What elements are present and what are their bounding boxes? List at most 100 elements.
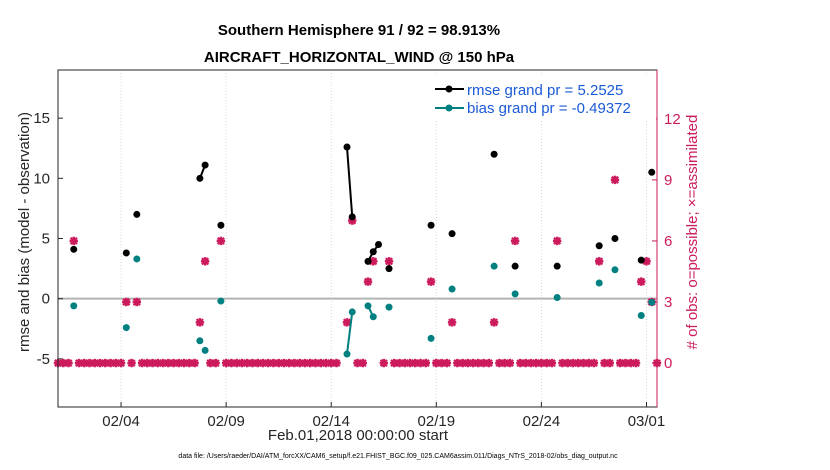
obs-count-marker [447, 318, 457, 327]
obs-zero-marker [631, 358, 641, 368]
rmse-point [201, 161, 209, 169]
bias-point [196, 337, 204, 345]
y-axis-right: 0 3 6 9 12 [652, 111, 681, 372]
obs-count-marker [610, 175, 620, 185]
obs-count-marker [132, 297, 142, 307]
rmse-point [364, 257, 372, 265]
legend-bias-label: bias grand pr = -0.49372 [467, 100, 631, 117]
plot-frame [57, 69, 658, 408]
y-axis-left: -5 0 5 10 15 [33, 110, 63, 368]
footer-data-file: data file: /Users/raeder/DAI/ATM_forcXX/… [178, 453, 618, 460]
rmse-point [217, 221, 225, 229]
obs-count-marker [510, 236, 520, 246]
obs-count-marker [595, 257, 604, 266]
bias-point [217, 297, 225, 305]
bias-point [553, 293, 561, 301]
legend: rmse grand pr = 5.2525 bias grand pr = -… [428, 76, 656, 120]
y-right-tick-label: 12 [664, 111, 681, 128]
bias-point [595, 279, 603, 287]
x-tick-label: 02/04 [102, 413, 140, 430]
rmse-point [348, 213, 356, 221]
obs-zero-marker [421, 358, 431, 368]
rmse-point [133, 210, 141, 218]
chart-subtitle: AIRCRAFT_HORIZONTAL_WIND @ 150 hPa [204, 49, 515, 66]
rmse-point [369, 248, 377, 256]
obs-count-marker [637, 277, 646, 286]
obs-zero-marker [332, 358, 341, 368]
obs-zero-marker [358, 358, 367, 368]
bias-point [122, 324, 130, 332]
bias-point [133, 255, 141, 263]
obs-count-marker [195, 318, 205, 327]
rmse-point [375, 241, 383, 249]
bias-point [364, 302, 372, 310]
y-axis-right-label: # of obs: o=possible; ×=assimilated [684, 115, 701, 350]
rmse-point [196, 174, 204, 182]
legend-rmse-label: rmse grand pr = 5.2525 [467, 82, 623, 99]
rmse-point [385, 265, 393, 273]
y-tick-label: 5 [42, 231, 50, 248]
rmse-point [490, 150, 498, 158]
legend-bias-marker [445, 104, 453, 112]
y-right-tick-label: 6 [664, 233, 672, 250]
obs-count-marker [342, 318, 352, 327]
obs-zero-marker [484, 358, 494, 368]
bias-point [70, 302, 78, 310]
bias-point [490, 262, 498, 270]
bias-point [448, 285, 456, 293]
obs-count-marker [426, 277, 436, 286]
y-tick-label: 0 [42, 291, 50, 308]
bias-point [201, 346, 209, 354]
obs-count-marker [69, 236, 78, 246]
rmse-point [70, 245, 78, 253]
obs-zero-marker [116, 358, 126, 368]
obs-count-marker [552, 236, 562, 246]
x-tick-label: 02/24 [523, 413, 561, 430]
obs-zero-marker [127, 358, 136, 368]
obs-zero-marker [605, 358, 614, 368]
bias-point [369, 313, 377, 321]
rmse-point [427, 221, 435, 229]
rmse-point [553, 262, 561, 270]
obs-zero-marker [442, 358, 452, 368]
obs-count-marker [384, 257, 394, 266]
bias-point [427, 334, 435, 342]
bias-point [343, 350, 351, 358]
y-axis-label: rmse and bias (model - observation) [16, 112, 33, 352]
bias-point [385, 303, 393, 311]
x-tick-label: 02/19 [418, 413, 456, 430]
bias-point [348, 308, 356, 316]
bias-point [611, 266, 619, 274]
y-tick-label: 10 [33, 170, 50, 187]
obs-zero-marker [379, 358, 388, 368]
y-tick-label: -5 [37, 351, 50, 368]
obs-zero-marker [211, 358, 220, 368]
y-right-tick-label: 3 [664, 294, 672, 311]
y-tick-label: 15 [33, 110, 50, 127]
bias-line [345, 311, 354, 355]
bias-point [648, 298, 656, 306]
bias-point [511, 290, 519, 298]
legend-box [428, 76, 656, 120]
obs-count-marker [200, 257, 210, 266]
rmse-line [345, 146, 354, 217]
rmse-point [637, 256, 645, 264]
obs-zero-marker [190, 358, 199, 368]
obs-count-marker [489, 318, 499, 327]
obs-zero-marker [589, 358, 599, 368]
chart-title: Southern Hemisphere 91 / 92 = 98.913% [218, 22, 500, 39]
x-axis-label: Feb.01,2018 00:00:00 start [268, 427, 449, 444]
obs-zero-marker [547, 358, 557, 368]
obs-count-marker [122, 297, 131, 307]
rmse-point [343, 143, 351, 151]
rmse-point [448, 230, 456, 238]
x-tick-label: 02/09 [207, 413, 245, 430]
obs-zero-marker [64, 358, 73, 368]
rmse-point [648, 168, 656, 176]
x-tick-label: 03/01 [628, 413, 666, 430]
bias-point [637, 312, 645, 320]
y-right-tick-label: 0 [664, 355, 672, 372]
obs-count-marker [216, 236, 226, 246]
rmse-point [611, 235, 619, 242]
